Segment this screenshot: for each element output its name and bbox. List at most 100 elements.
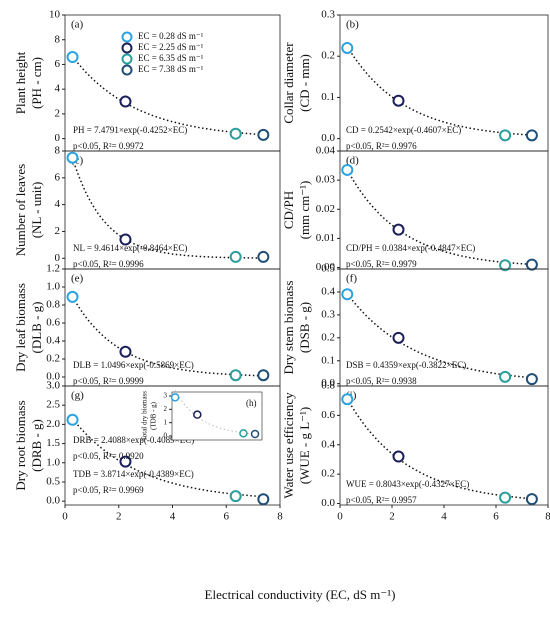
data-point: [193, 410, 202, 419]
data-point: [392, 223, 405, 236]
y-tick-label: 0.8: [321, 380, 335, 392]
x-tick-label: 8: [277, 511, 283, 523]
data-point: [250, 429, 260, 439]
data-point: [392, 331, 405, 344]
data-point: [341, 163, 354, 176]
y-axis-label: Dry leaf biomass: [13, 283, 28, 372]
annotation: TDB = 3.8714×exp(-0.4389×EC): [73, 469, 194, 479]
y-axis-label: (TDB - g): [150, 401, 158, 430]
x-tick-label: 0: [337, 511, 343, 523]
annotation: p<0.05, R²= 0.9969: [73, 485, 144, 495]
y-tick-label: 0.3: [321, 9, 335, 21]
y-axis-label: Collar diameter: [281, 42, 296, 124]
data-point: [257, 128, 270, 141]
y-axis-label: (WUE - g L⁻¹): [297, 407, 312, 485]
y-tick-label: 0.01: [316, 232, 335, 244]
y-axis-label: (DRB - g): [29, 419, 44, 472]
annotation: WUE = 0.8043×exp(-0.4327×EC): [346, 479, 469, 489]
y-tick-label: 0.5: [46, 475, 60, 487]
fit-curve: [346, 293, 532, 379]
panel-label: (h): [246, 398, 257, 408]
y-tick-label: 0: [55, 132, 61, 144]
x-axis-label: Electrical conductivity (EC, dS m⁻¹): [205, 587, 396, 602]
data-point: [341, 288, 354, 301]
y-axis-label: (CD - mm): [297, 54, 312, 112]
y-tick-label: 0.02: [316, 203, 335, 215]
data-point: [66, 413, 79, 426]
data-point: [525, 258, 538, 271]
fit-curve: [346, 46, 532, 136]
annotation: p<0.05, R²= 0.9920: [73, 451, 144, 461]
y-tick-label: 1.0: [46, 456, 60, 468]
data-point: [499, 491, 512, 504]
y-axis-label: (mm cm⁻¹): [297, 181, 312, 240]
legend-marker: [121, 42, 133, 54]
x-tick-label: 8: [545, 511, 550, 523]
data-point: [229, 127, 242, 140]
y-tick-label: 0.0: [321, 132, 335, 144]
y-tick-label: 0.4: [321, 438, 335, 450]
data-point: [257, 369, 270, 382]
x-tick-label: 2: [116, 511, 122, 523]
y-axis-label: Water use efficiency: [281, 392, 296, 499]
panel-label: (a): [71, 19, 84, 31]
legend-label: EC = 7.38 dS m⁻¹: [138, 64, 204, 74]
y-tick-label: 0.00: [316, 261, 336, 273]
y-tick-label: 0.8: [46, 299, 60, 311]
y-tick-label: 0.3: [321, 308, 335, 320]
annotation: DSB = 0.4359×exp(-0.3822×EC): [346, 360, 466, 370]
data-point: [119, 95, 132, 108]
y-tick-label: 8: [55, 145, 61, 157]
y-axis-label: Total dry biomass: [141, 391, 149, 441]
annotation: p<0.05, R²= 0.9938: [346, 376, 417, 386]
y-tick-label: 0.0: [46, 495, 60, 507]
y-tick-label: 1.2: [46, 263, 60, 275]
data-point: [499, 129, 512, 142]
y-tick-label: 0.04: [316, 145, 336, 157]
y-tick-label: 0.0: [321, 377, 335, 389]
y-tick-label: 2: [55, 107, 61, 119]
x-tick-label: 2: [389, 511, 395, 523]
annotation: p<0.05, R²= 0.9979: [346, 259, 417, 269]
y-tick-label: 1: [164, 418, 168, 426]
data-point: [525, 373, 538, 386]
annotation: p<0.05, R²= 0.9996: [73, 259, 144, 269]
y-tick-label: 0: [164, 432, 168, 440]
data-point: [257, 250, 270, 263]
data-point: [499, 259, 512, 272]
y-tick-label: 4: [55, 83, 61, 95]
panel-label: (g): [71, 390, 84, 402]
x-tick-label: 4: [441, 511, 447, 523]
legend-label: EC = 0.28 dS m⁻¹: [138, 31, 204, 41]
legend-marker: [121, 53, 133, 65]
data-point: [341, 41, 354, 54]
y-tick-label: 0.03: [316, 174, 336, 186]
x-tick-label: 6: [224, 511, 230, 523]
y-tick-label: 0.1: [321, 91, 335, 103]
annotation: DRB = 2.4088×exp(-0.4089×EC): [73, 435, 194, 445]
annotation: p<0.05, R²= 0.9999: [73, 376, 144, 386]
y-axis-label: (PH - cm): [29, 57, 44, 109]
y-axis-label: Dry stem biomass: [281, 281, 296, 375]
data-point: [239, 429, 248, 438]
y-tick-label: 0.2: [321, 50, 335, 62]
data-point: [66, 151, 79, 164]
y-axis-label: (DSB - g): [297, 302, 312, 353]
annotation: DLB = 1.0496×exp(-0.5869×EC): [73, 360, 194, 370]
x-tick-label: 0: [62, 511, 68, 523]
legend-marker: [121, 31, 133, 43]
y-tick-label: 2.0: [46, 418, 60, 430]
data-point: [119, 345, 132, 358]
y-tick-label: 10: [49, 9, 61, 21]
y-tick-label: 2: [55, 225, 61, 237]
annotation: p<0.05, R²= 0.9976: [346, 141, 417, 151]
panel-label: (b): [346, 19, 359, 31]
y-tick-label: 2: [164, 405, 168, 413]
y-tick-label: 1.0: [46, 281, 60, 293]
annotation: NL = 9.4614×exp(-0.8464×EC): [73, 243, 187, 253]
x-tick-label: 4: [170, 511, 176, 523]
y-tick-label: 0.4: [321, 285, 335, 297]
y-axis-label: (DLB - g): [29, 302, 44, 354]
data-point: [257, 493, 270, 506]
